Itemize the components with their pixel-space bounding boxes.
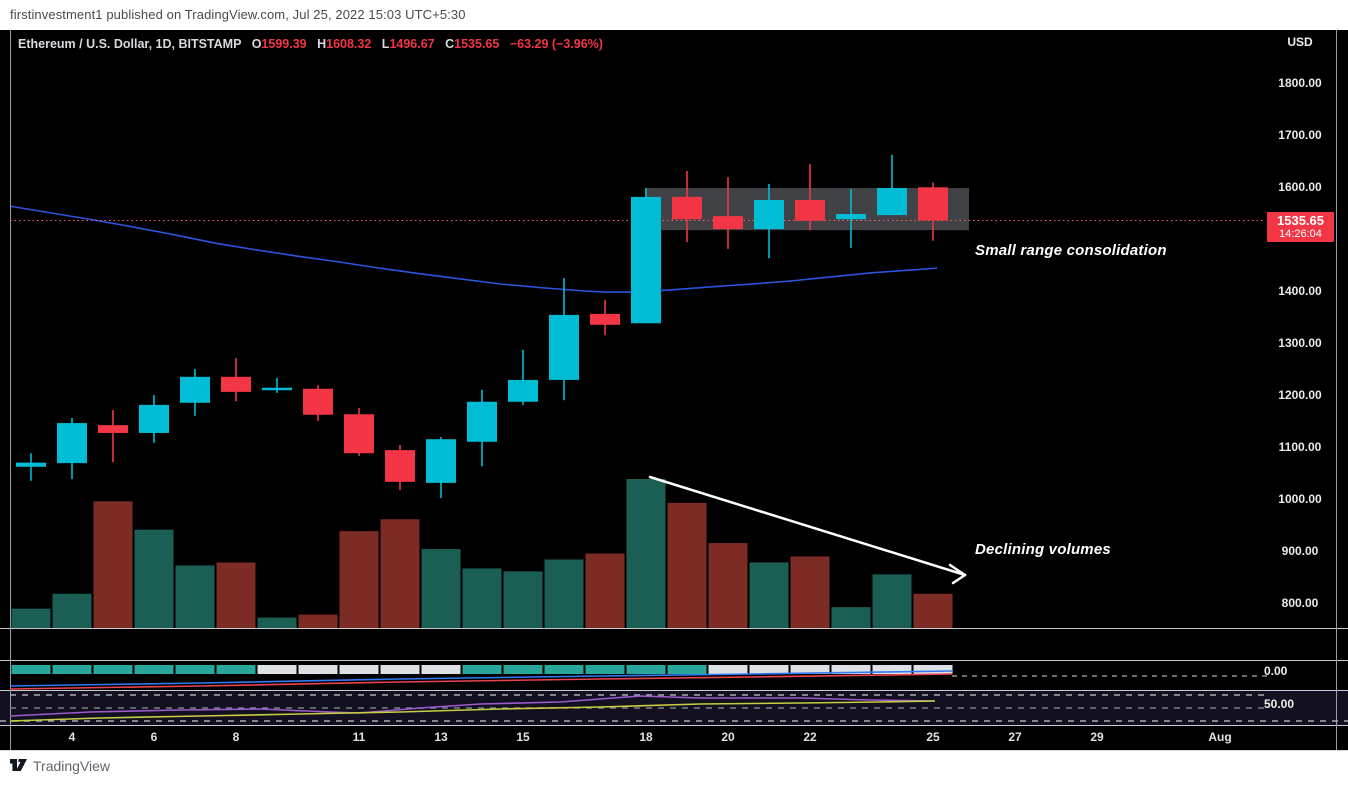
attribution-text: firstinvestment1 published on TradingVie…	[10, 7, 466, 22]
candle-jul-4	[57, 423, 87, 464]
candle-jul-21	[754, 200, 784, 230]
volume-bar-jul-5	[93, 501, 133, 628]
candle-jul-3	[16, 462, 46, 467]
volume-bar-jul-8	[216, 562, 256, 628]
last-price-value: 1535.65	[1277, 213, 1324, 228]
date-tick-20: 20	[721, 730, 735, 744]
date-tick-15: 15	[516, 730, 530, 744]
price-tick-800.00: 800.00	[1281, 596, 1319, 610]
low-value: 1496.67	[389, 37, 435, 51]
volume-bar-jul-23	[831, 607, 871, 628]
volume-bar-jul-10	[298, 614, 338, 628]
volume-bar-jul-9	[257, 617, 297, 628]
volume-bar-jul-13	[421, 549, 461, 628]
candle-jul-14	[467, 401, 497, 442]
price-tick-1600.00: 1600.00	[1278, 180, 1322, 194]
close-label: C	[445, 37, 455, 51]
close-value: 1535.65	[454, 37, 500, 51]
annotation-declining-volumes: Declining volumes	[975, 541, 1111, 558]
change-value: −63.29 (−3.96%)	[509, 37, 603, 51]
volume-bar-jul-20	[708, 543, 748, 628]
candle-jul-9	[262, 387, 292, 391]
volume-bar-jul-21	[749, 562, 789, 628]
high-value: 1608.32	[326, 37, 372, 51]
volume-bar-jul-18	[626, 479, 666, 628]
volume-bar-jul-7	[175, 565, 215, 628]
volume-bar-jul-24	[872, 574, 912, 628]
bar-countdown: 14:26:04	[1279, 228, 1322, 240]
tradingview-logo[interactable]: TradingView	[9, 757, 110, 774]
candle-jul-22	[795, 200, 825, 221]
low-label: L	[381, 37, 390, 51]
chart-widget[interactable]: Ethereum / U.S. Dollar, 1D, BITSTAMP O15…	[0, 30, 1348, 751]
candle-jul-19	[672, 196, 702, 220]
symbol-title-row[interactable]: Ethereum / U.S. Dollar, 1D, BITSTAMP O15…	[18, 37, 603, 51]
date-tick-aug: Aug	[1208, 730, 1232, 744]
panel1-zero-level-label: 0.00	[1264, 664, 1288, 678]
price-tick-1800.00: 1800.00	[1278, 76, 1322, 90]
date-tick-29: 29	[1090, 730, 1104, 744]
price-tick-900.00: 900.00	[1281, 544, 1319, 558]
date-tick-11: 11	[352, 730, 366, 744]
volume-bar-jul-12	[380, 519, 420, 628]
candle-jul-17	[590, 313, 620, 325]
volume-bar-jul-16	[544, 559, 584, 628]
candle-jul-25	[918, 187, 948, 221]
candle-jul-24	[877, 188, 907, 216]
last-price-badge: 1535.65 14:26:04	[1267, 212, 1334, 242]
declining-volumes-arrow	[648, 475, 967, 577]
volume-bar-jul-3	[11, 608, 51, 628]
candle-jul-10	[303, 388, 333, 415]
date-tick-27: 27	[1008, 730, 1022, 744]
date-tick-13: 13	[434, 730, 448, 744]
candle-jul-12	[385, 450, 415, 482]
price-tick-1100.00: 1100.00	[1278, 440, 1322, 454]
candle-jul-15	[508, 379, 538, 402]
candle-jul-11	[344, 414, 374, 454]
volume-bar-jul-25	[913, 593, 953, 628]
volume-bar-jul-11	[339, 531, 379, 628]
chart-canvas[interactable]	[0, 30, 1348, 750]
candle-jul-8	[221, 376, 251, 392]
volume-bar-jul-17	[585, 553, 625, 628]
date-tick-25: 25	[926, 730, 940, 744]
candle-jul-23	[836, 214, 866, 220]
candle-jul-13	[426, 439, 456, 483]
candle-jul-5	[98, 425, 128, 433]
open-value: 1599.39	[261, 37, 307, 51]
volume-bar-jul-14	[462, 568, 502, 628]
price-tick-1700.00: 1700.00	[1278, 128, 1322, 142]
volume-bar-jul-22	[790, 556, 830, 628]
date-tick-4: 4	[68, 730, 76, 744]
open-label: O	[251, 37, 262, 51]
candle-jul-16	[549, 314, 579, 380]
price-tick-1400.00: 1400.00	[1278, 284, 1322, 298]
price-tick-1200.00: 1200.00	[1278, 388, 1322, 402]
time-scale[interactable]	[0, 726, 1348, 750]
tradingview-logo-icon	[10, 759, 27, 771]
symbol-title: Ethereum / U.S. Dollar, 1D, BITSTAMP	[18, 37, 242, 51]
price-tick-1300.00: 1300.00	[1278, 336, 1322, 350]
date-tick-18: 18	[639, 730, 653, 744]
volume-bar-jul-6	[134, 529, 174, 628]
volume-bar-jul-15	[503, 571, 543, 628]
tradingview-logo-text: TradingView	[33, 757, 111, 774]
date-tick-6: 6	[150, 730, 158, 744]
candle-jul-6	[139, 404, 169, 433]
candle-jul-20	[713, 216, 743, 230]
candle-jul-7	[180, 376, 210, 403]
annotation-consolidation: Small range consolidation	[975, 242, 1167, 259]
price-tick-1000.00: 1000.00	[1278, 492, 1322, 506]
candle-jul-18	[631, 196, 661, 324]
volume-bar-jul-19	[667, 502, 707, 628]
panel2-fifty-level-label: 50.00	[1264, 697, 1295, 711]
price-axis-currency: USD	[1287, 35, 1313, 49]
date-tick-22: 22	[803, 730, 817, 744]
high-label: H	[317, 37, 327, 51]
volume-bar-jul-4	[52, 593, 92, 628]
date-tick-8: 8	[232, 730, 240, 744]
